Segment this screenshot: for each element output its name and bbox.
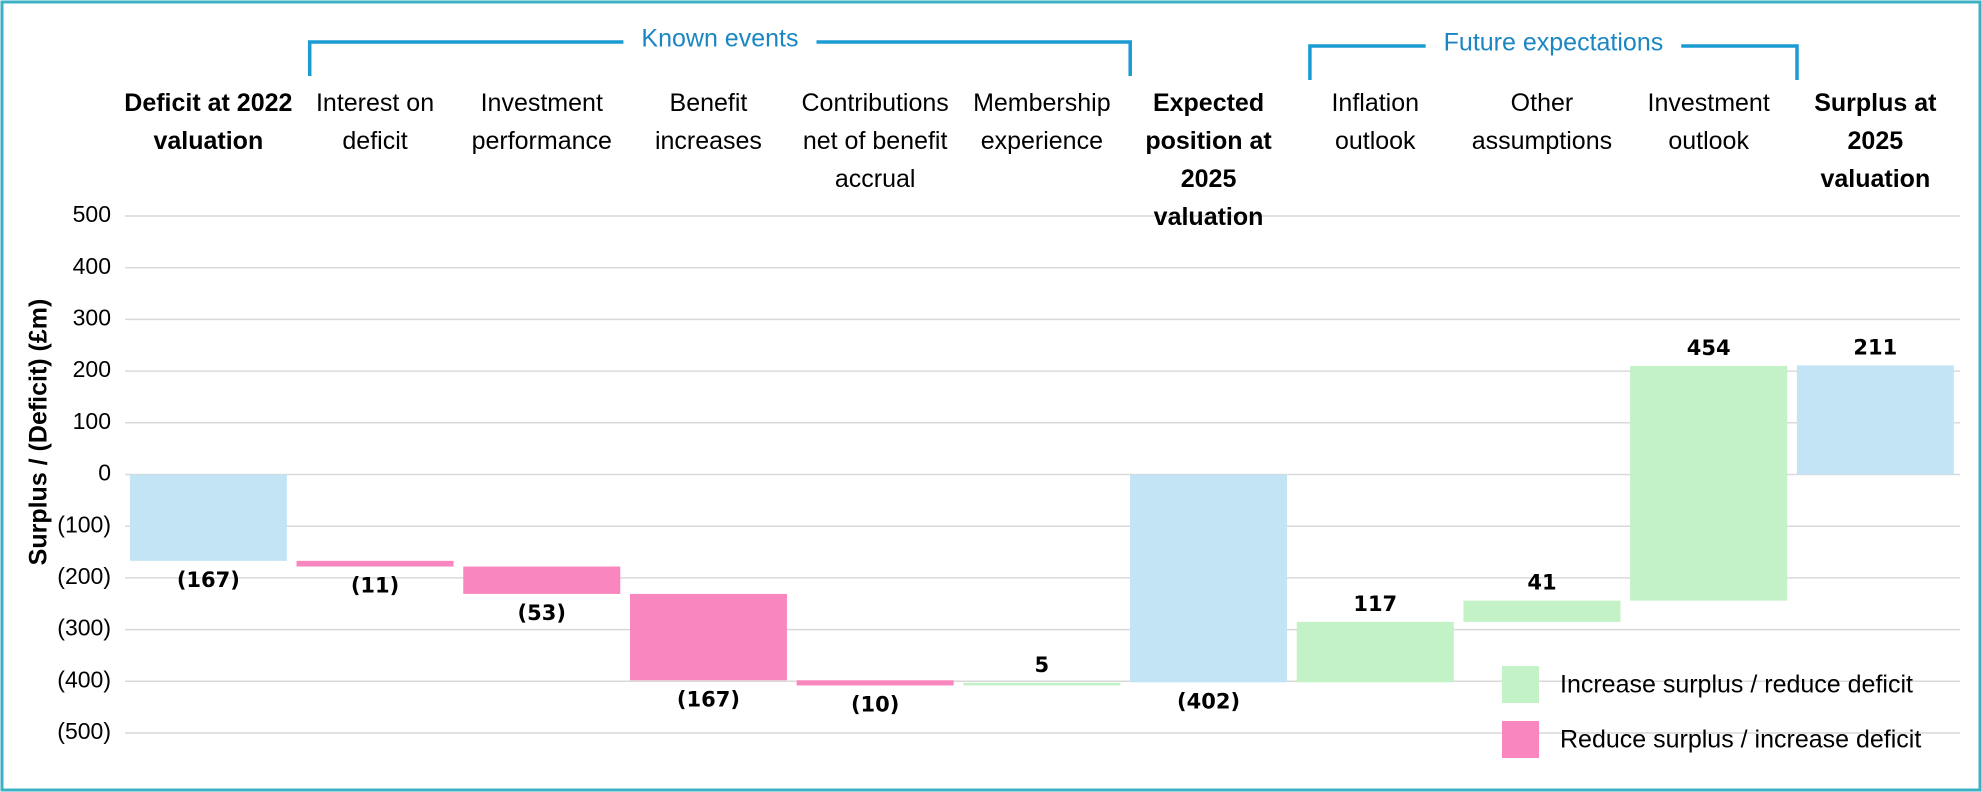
value-label: (53) [518, 601, 566, 625]
bar [1130, 474, 1288, 683]
bar [296, 560, 454, 567]
value-label: (11) [351, 574, 399, 598]
y-axis-label: Surplus / (Deficit) (£m) [25, 299, 53, 566]
y-tick-label: 300 [73, 304, 111, 330]
bar [629, 593, 787, 681]
y-tick-label: 400 [73, 253, 111, 279]
category-label: Expected position at 2025 valuation [1145, 89, 1272, 231]
category-label: Surplus at 2025 valuation [1814, 89, 1937, 193]
y-tick-label: (300) [57, 615, 111, 641]
value-label: 41 [1527, 571, 1556, 595]
value-label: (402) [1177, 689, 1240, 713]
group-label: Future expectations [1444, 29, 1664, 57]
group-label: Known events [641, 25, 798, 53]
y-tick-label: 200 [73, 356, 111, 382]
y-tick-label: 0 [98, 460, 111, 486]
bar [463, 566, 621, 594]
category-label: Membership experience [973, 89, 1111, 155]
bar [1796, 365, 1954, 475]
bar [1630, 365, 1788, 601]
value-label: (10) [851, 692, 899, 716]
category-label: Inflation outlook [1331, 89, 1420, 155]
value-label: 454 [1687, 336, 1731, 360]
group-label-bg [1425, 40, 1682, 52]
bar [1296, 621, 1454, 683]
y-tick-label: (100) [57, 511, 111, 537]
bar [129, 474, 287, 561]
category-label: Deficit at 2022 valuation [124, 89, 293, 155]
value-label: 5 [1035, 653, 1050, 677]
y-tick-label: (500) [57, 718, 111, 744]
category-label: Contributions net of benefit accrual [801, 89, 949, 193]
bar [1463, 600, 1621, 622]
value-label: 117 [1353, 592, 1397, 616]
legend-label: Increase surplus / reduce deficit [1560, 671, 1913, 699]
y-tick-label: (200) [57, 563, 111, 589]
legend-label: Reduce surplus / increase deficit [1560, 726, 1921, 754]
legend-swatch [1502, 721, 1539, 758]
value-label: (167) [177, 568, 240, 592]
y-tick-label: 500 [73, 201, 111, 227]
category-label: Other assumptions [1471, 89, 1613, 155]
group-label-bg [623, 36, 817, 48]
value-label: 211 [1853, 335, 1897, 359]
bar [796, 680, 954, 686]
bar [963, 682, 1121, 686]
category-label: Interest on deficit [315, 89, 435, 155]
y-tick-label: (400) [57, 666, 111, 692]
category-label: Benefit increases [654, 89, 762, 155]
y-tick-label: 100 [73, 408, 111, 434]
category-label: Investment performance [471, 89, 612, 155]
legend-swatch [1502, 666, 1539, 703]
value-label: (167) [677, 687, 740, 711]
category-label: Investment outlook [1647, 89, 1770, 155]
